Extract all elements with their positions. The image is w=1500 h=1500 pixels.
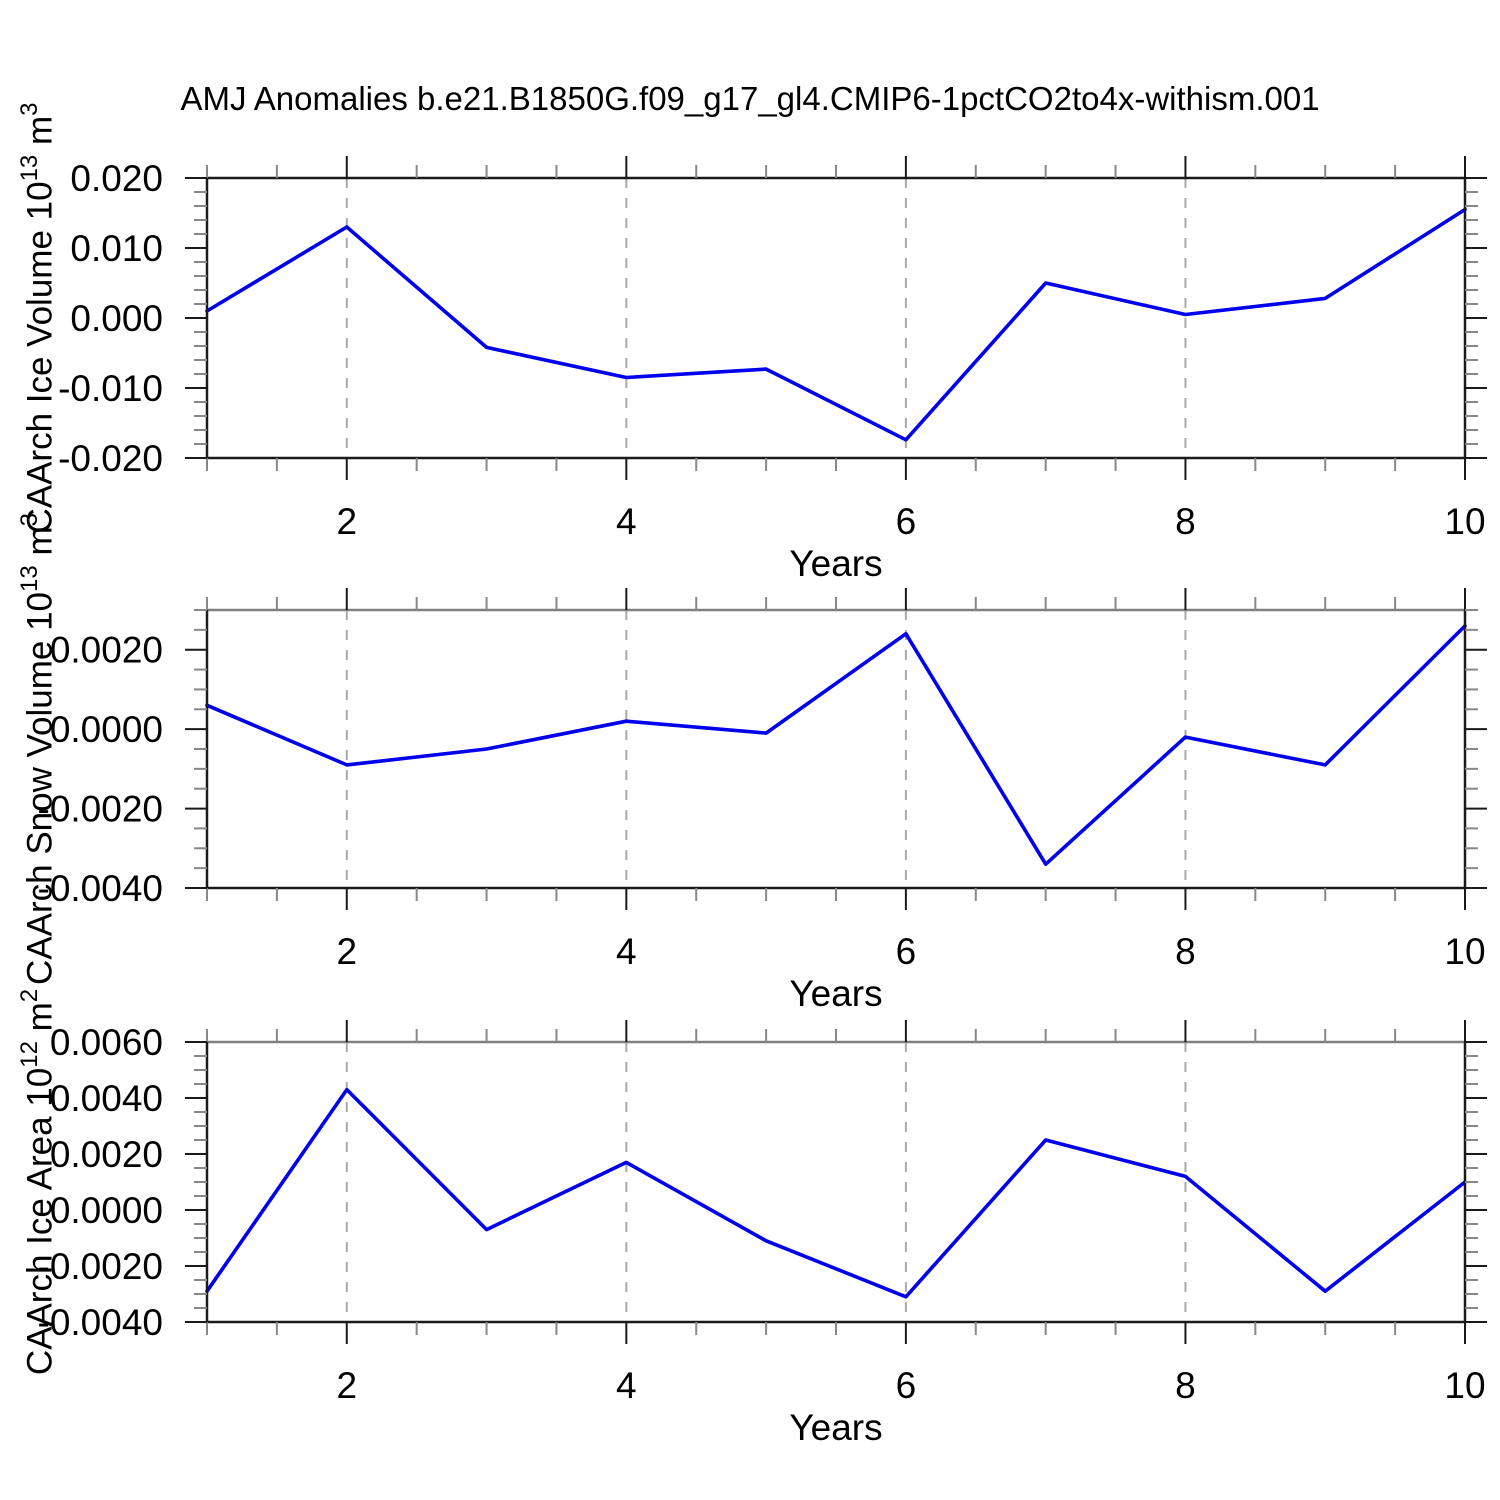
x-tick-label: 6 [896,501,917,542]
y-tick-label: -0.0040 [38,1302,164,1343]
y-tick-label: 0.0020 [50,630,163,671]
y-tick-label: 0.0020 [50,1134,163,1175]
y-tick-label: 0.0060 [50,1022,163,1063]
y-tick-label: -0.020 [58,438,163,479]
y-axis-title-unit-exponent: 3 [16,102,43,116]
y-tick-label: 0.010 [70,228,163,269]
plot-title: AMJ Anomalies b.e21.B1850G.f09_g17_gl4.C… [180,80,1320,117]
x-tick-label: 2 [336,931,357,972]
y-tick-label: -0.0020 [38,789,164,830]
x-tick-label: 8 [1175,931,1196,972]
y-tick-label: -0.0020 [38,1246,164,1287]
x-tick-label: 4 [616,931,637,972]
x-tick-label: 2 [336,501,357,542]
y-tick-label: 0.0000 [50,1190,163,1231]
y-tick-label: -0.010 [58,368,163,409]
data-line-series [205,624,1467,867]
y-tick-label: 0.020 [70,158,163,199]
y-axis-title-unit: m [20,1002,60,1042]
x-tick-label: 6 [896,931,917,972]
y-axis-title-text: CAArch Ice Area 10 [20,1067,60,1376]
x-tick-label: 2 [336,1365,357,1406]
x-tick-label: 8 [1175,1365,1196,1406]
x-tick-label: 4 [616,1365,637,1406]
y-axis-title-unit: m [20,115,60,155]
x-tick-label: 6 [896,1365,917,1406]
y-tick-label: 0.0000 [50,709,163,750]
x-axis-title: Years [789,543,882,584]
x-tick-label: 10 [1444,931,1485,972]
y-axis-title-unit-exponent: 2 [16,988,43,1003]
x-tick-label: 4 [616,501,637,542]
data-line-series [205,207,1467,442]
y-tick-label: 0.000 [70,298,163,339]
data-line-series [205,1087,1467,1299]
x-tick-label: 8 [1175,501,1196,542]
y-tick-label: 0.0040 [50,1078,163,1119]
y-axis-title-exponent: 13 [16,154,43,182]
y-axis-title-ice-area: CAArch Ice Area 1012 m2 [10,872,60,1492]
y-tick-label: -0.0040 [38,868,164,909]
y-axis-title-unit-exponent: 3 [16,513,43,527]
x-tick-label: 10 [1444,501,1485,542]
y-axis-title-unit: m [20,526,60,566]
y-axis-title-exponent: 13 [16,565,43,592]
y-axis-title-exponent: 12 [16,1041,43,1068]
x-tick-label: 10 [1444,1365,1485,1406]
x-axis-title: Years [789,1407,882,1448]
x-axis-title: Years [789,973,882,1014]
